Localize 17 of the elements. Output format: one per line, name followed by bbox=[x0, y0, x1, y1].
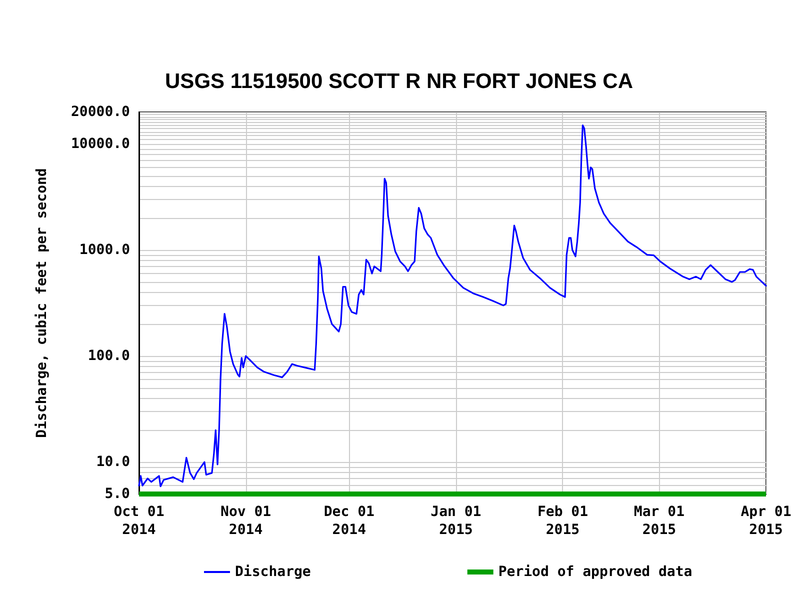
y-axis-title: Discharge, cubic feet per second bbox=[34, 168, 50, 438]
y-tick-label: 20000.0 bbox=[70, 104, 130, 120]
legend-label: Discharge bbox=[235, 564, 311, 580]
x-tick-label: Dec 01 2014 bbox=[324, 504, 374, 538]
x-tick-label: Jan 01 2015 bbox=[430, 504, 482, 538]
chart-title: USGS 11519500 SCOTT R NR FORT JONES CA bbox=[165, 70, 633, 93]
y-tick-label: 100.0 bbox=[88, 348, 130, 364]
x-tick-label: Mar 01 2015 bbox=[634, 504, 684, 538]
x-tick-label: Oct 01 2014 bbox=[114, 504, 164, 538]
x-tick-label: Feb 01 2015 bbox=[537, 504, 588, 538]
x-tick-label: Nov 01 2014 bbox=[220, 504, 272, 538]
x-tick-label: Apr 01 2015 bbox=[740, 504, 792, 538]
legend-label: Period of approved data bbox=[498, 564, 692, 580]
y-tick-label: 10.0 bbox=[96, 454, 130, 470]
y-tick-label: 10000.0 bbox=[70, 136, 130, 152]
y-tick-label: 1000.0 bbox=[79, 242, 130, 258]
y-tick-label: 5.0 bbox=[104, 486, 130, 502]
